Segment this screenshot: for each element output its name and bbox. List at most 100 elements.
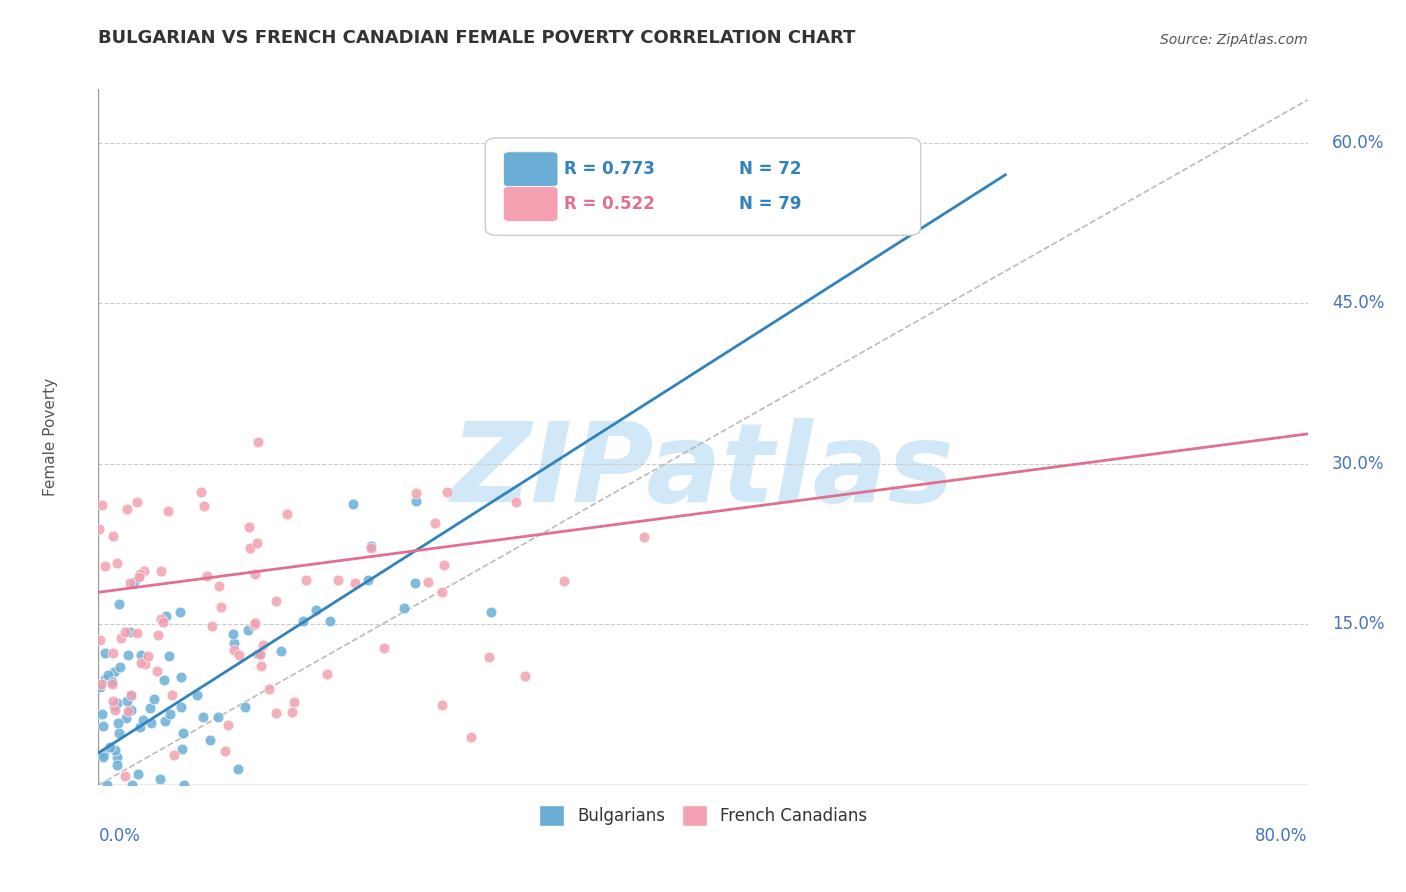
French Canadians — [553, 574, 575, 589]
Bulgarians — [101, 673, 124, 688]
Bulgarians — [107, 726, 129, 740]
Text: R = 0.522: R = 0.522 — [564, 195, 655, 213]
Bulgarians — [159, 707, 181, 722]
French Canadians — [134, 657, 156, 671]
Text: N = 79: N = 79 — [740, 195, 801, 213]
French Canadians — [436, 484, 458, 499]
Bulgarians — [118, 625, 141, 640]
French Canadians — [117, 502, 139, 516]
French Canadians — [114, 769, 136, 783]
French Canadians — [246, 434, 269, 449]
Bulgarians — [132, 713, 155, 727]
Bulgarians — [305, 602, 328, 616]
French Canadians — [127, 625, 149, 640]
French Canadians — [201, 619, 224, 633]
Bulgarians — [103, 665, 125, 679]
Bulgarians — [173, 778, 195, 792]
Text: 45.0%: 45.0% — [1331, 294, 1384, 312]
Bulgarians — [118, 704, 141, 718]
French Canadians — [250, 658, 273, 673]
French Canadians — [373, 641, 395, 656]
French Canadians — [103, 529, 125, 543]
Bulgarians — [96, 778, 118, 792]
French Canadians — [195, 568, 218, 582]
French Canadians — [460, 731, 482, 745]
French Canadians — [238, 520, 260, 534]
Bulgarians — [91, 750, 114, 764]
Bulgarians — [129, 648, 152, 662]
Bulgarians — [222, 636, 245, 650]
French Canadians — [117, 704, 139, 718]
Bulgarians — [157, 648, 180, 663]
Bulgarians — [138, 701, 160, 715]
French Canadians — [104, 703, 127, 717]
French Canadians — [93, 559, 115, 574]
French Canadians — [125, 494, 148, 508]
French Canadians — [243, 567, 266, 582]
Bulgarians — [172, 725, 194, 739]
Bulgarians — [186, 688, 208, 702]
Bulgarians — [104, 743, 127, 757]
French Canadians — [89, 522, 111, 536]
French Canadians — [132, 564, 155, 578]
Bulgarians — [235, 700, 257, 714]
Bulgarians — [107, 716, 129, 731]
Bulgarians — [91, 719, 114, 733]
French Canadians — [423, 516, 446, 530]
Text: Female Poverty: Female Poverty — [42, 378, 58, 496]
Bulgarians — [170, 742, 193, 756]
French Canadians — [146, 628, 169, 642]
Bulgarians — [153, 714, 176, 728]
French Canadians — [316, 667, 339, 681]
Text: R = 0.773: R = 0.773 — [564, 161, 655, 178]
French Canadians — [344, 576, 367, 591]
French Canadians — [129, 656, 152, 670]
Bulgarians — [247, 647, 270, 661]
Bulgarians — [357, 573, 380, 587]
French Canadians — [283, 695, 305, 709]
Legend: Bulgarians, French Canadians: Bulgarians, French Canadians — [531, 798, 875, 832]
Bulgarians — [142, 692, 165, 706]
French Canadians — [128, 570, 150, 584]
Bulgarians — [97, 668, 120, 682]
French Canadians — [118, 575, 141, 590]
Bulgarians — [120, 703, 142, 717]
Bulgarians — [90, 706, 112, 721]
Bulgarians — [155, 608, 177, 623]
French Canadians — [430, 698, 453, 712]
French Canadians — [326, 573, 349, 587]
Bulgarians — [170, 700, 193, 714]
French Canadians — [222, 643, 245, 657]
French Canadians — [217, 718, 239, 732]
French Canadians — [246, 535, 269, 549]
Bulgarians — [105, 758, 128, 772]
Bulgarians — [127, 767, 149, 781]
French Canadians — [152, 615, 174, 630]
French Canadians — [110, 632, 132, 646]
French Canadians — [505, 494, 527, 508]
French Canadians — [252, 638, 274, 652]
French Canadians — [146, 664, 169, 678]
Text: 60.0%: 60.0% — [1331, 134, 1384, 152]
Bulgarians — [481, 605, 503, 619]
Bulgarians — [291, 614, 314, 628]
French Canadians — [478, 649, 501, 664]
French Canadians — [150, 564, 173, 578]
French Canadians — [120, 689, 142, 703]
Bulgarians — [405, 494, 427, 508]
French Canadians — [264, 594, 287, 608]
Text: 30.0%: 30.0% — [1331, 455, 1385, 473]
French Canadians — [416, 575, 439, 590]
Bulgarians — [198, 733, 221, 747]
French Canadians — [242, 617, 264, 632]
French Canadians — [214, 744, 236, 758]
French Canadians — [114, 625, 136, 640]
Bulgarians — [392, 601, 415, 615]
French Canadians — [163, 747, 186, 762]
Bulgarians — [270, 644, 292, 658]
French Canadians — [276, 508, 298, 522]
French Canadians — [208, 579, 231, 593]
Bulgarians — [115, 694, 138, 708]
Bulgarians — [121, 778, 143, 792]
French Canadians — [281, 705, 304, 719]
